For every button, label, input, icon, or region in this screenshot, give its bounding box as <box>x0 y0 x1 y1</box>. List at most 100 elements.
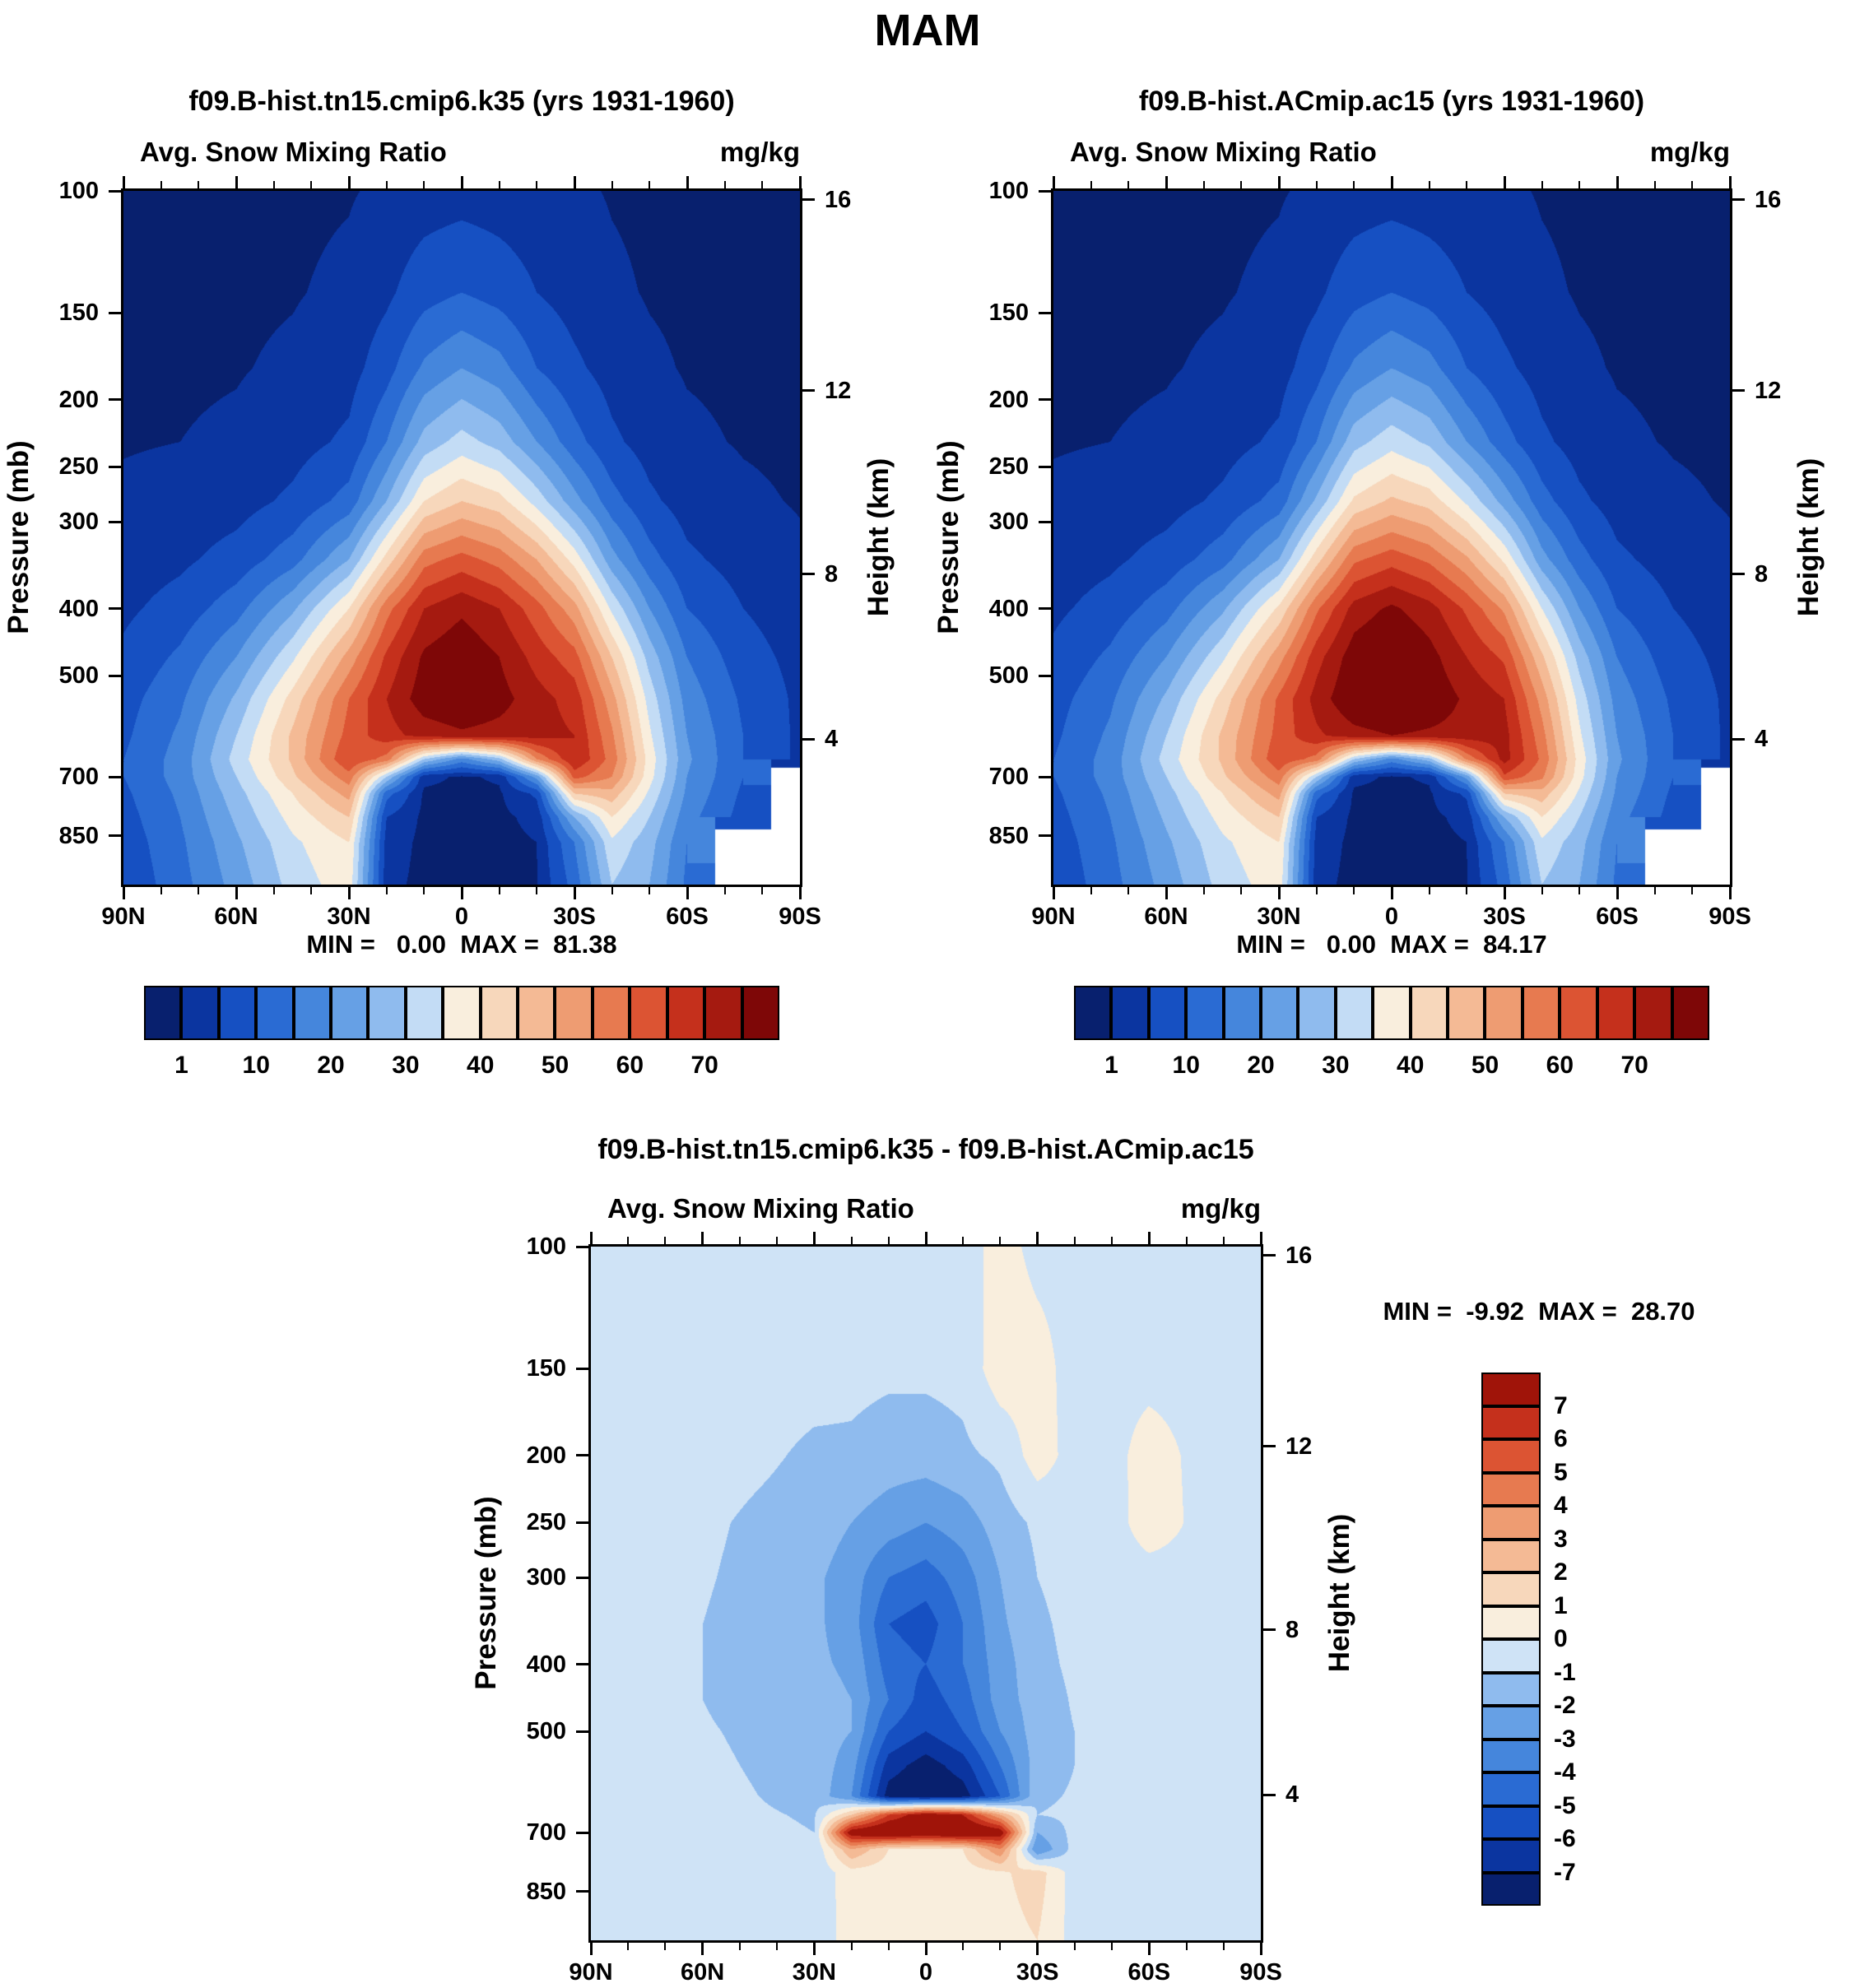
lat-tick-top <box>460 176 463 188</box>
colorbar-cell <box>1481 1572 1541 1606</box>
lat-minor-tick <box>1691 887 1694 894</box>
colorbar-tick-label: 40 <box>467 1052 495 1079</box>
contour-canvas-left <box>123 191 800 885</box>
height-tick-label: 12 <box>1285 1433 1313 1460</box>
pressure-tick-label: 100 <box>988 178 1029 204</box>
colorbar-cell <box>1522 986 1560 1040</box>
lat-minor-tick <box>887 1943 890 1950</box>
lat-tick-label: 0 <box>918 1959 933 1986</box>
lat-tick-top <box>686 176 689 188</box>
lat-tick-top <box>1503 176 1506 188</box>
colorbar-cell <box>1481 1839 1541 1873</box>
lat-tick <box>812 1943 816 1955</box>
lat-tick <box>1390 887 1393 899</box>
minmax-label-right: MIN = 0.00 MAX = 84.17 <box>1236 930 1547 959</box>
pressure-tick <box>1039 311 1051 314</box>
pressure-tick <box>576 1730 588 1733</box>
colorbar-tick-label: 10 <box>1172 1052 1200 1079</box>
lat-tick <box>1277 887 1281 899</box>
pressure-tick-label: 850 <box>988 822 1029 849</box>
colorbar-cell <box>1481 1506 1541 1540</box>
colorbar-tick-label: 10 <box>242 1052 270 1079</box>
colorbar-cell <box>1410 986 1448 1040</box>
pressure-tick-label: 300 <box>58 509 99 536</box>
colorbar-cell <box>368 986 406 1040</box>
lat-tick-label: 60S <box>1127 1959 1171 1986</box>
lat-minor-tick <box>1653 181 1656 188</box>
pressure-tick-label: 150 <box>526 1355 566 1382</box>
pressure-tick <box>1039 398 1051 402</box>
pressure-tick-label: 400 <box>58 595 99 622</box>
lat-minor-tick <box>536 181 538 188</box>
lat-tick <box>460 887 463 899</box>
lat-tick-label: 30S <box>1016 1959 1059 1986</box>
height-axis-label: Height (km) <box>1323 1513 1355 1673</box>
colorbar-cell <box>405 986 444 1040</box>
contour-canvas-right <box>1053 191 1730 885</box>
colorbar-cell <box>1560 986 1597 1040</box>
lat-minor-tick <box>664 1237 667 1244</box>
lat-minor-tick <box>999 1943 1002 1950</box>
lat-tick-top <box>1036 1232 1039 1244</box>
colorbar-tick-label: 20 <box>317 1052 345 1079</box>
lat-minor-tick <box>1111 1237 1113 1244</box>
lat-minor-tick <box>385 887 388 894</box>
colorbar-cell <box>331 986 369 1040</box>
height-tick-label: 8 <box>1755 560 1769 588</box>
lat-minor-tick <box>1353 181 1355 188</box>
colorbar-cell <box>555 986 593 1040</box>
pressure-tick <box>109 775 121 778</box>
lat-tick-top <box>1728 176 1732 188</box>
colorbar-cell <box>742 986 779 1040</box>
lat-tick-top <box>235 176 238 188</box>
lat-minor-tick <box>649 887 651 894</box>
lat-tick-label: 60N <box>681 1959 725 1986</box>
lat-minor-tick <box>1466 181 1468 188</box>
pressure-tick-label: 250 <box>58 453 99 481</box>
height-tick <box>1263 1445 1276 1448</box>
colorbar-cell <box>1481 1373 1541 1406</box>
colorbar-cell <box>1481 1405 1541 1439</box>
colorbar-tick-label: 50 <box>1471 1052 1499 1079</box>
lat-minor-tick <box>627 1943 630 1950</box>
colorbar-tick-label: 0 <box>1554 1625 1568 1652</box>
colorbar-cell <box>1111 986 1149 1040</box>
colorbar-tick-label: 1 <box>174 1052 188 1079</box>
pressure-tick-label: 200 <box>58 386 99 413</box>
units-label: mg/kg <box>1649 137 1730 167</box>
pressure-tick <box>109 674 121 677</box>
colorbar-cell <box>1298 986 1336 1040</box>
height-tick <box>802 737 815 741</box>
colorbar-cell <box>218 986 257 1040</box>
lat-minor-tick <box>198 181 200 188</box>
page-title: MAM <box>874 6 981 55</box>
lat-minor-tick <box>611 181 613 188</box>
pressure-tick-label: 850 <box>58 822 99 849</box>
lat-minor-tick <box>649 181 651 188</box>
colorbar-diff: 7 6 5 4 3 2 1 0 -1 -2 -3 -4 -5 -6 -7 <box>1481 1373 1576 1906</box>
lat-minor-tick <box>664 1943 667 1950</box>
pressure-tick-label: 100 <box>526 1233 566 1260</box>
lat-minor-tick <box>1185 1237 1188 1244</box>
pressure-tick-label: 500 <box>58 662 99 690</box>
pressure-tick <box>1039 834 1051 837</box>
pressure-tick <box>576 1890 588 1893</box>
colorbar-tick-label: -5 <box>1554 1791 1576 1819</box>
colorbar-cell <box>1223 986 1262 1040</box>
lat-tick-label: 30N <box>327 903 371 930</box>
lat-minor-tick <box>310 181 313 188</box>
colorbar-cell <box>293 986 332 1040</box>
pressure-tick-label: 200 <box>988 386 1029 413</box>
lat-tick <box>701 1943 704 1955</box>
colorbar-tick-label: -6 <box>1554 1825 1576 1852</box>
pressure-tick <box>109 311 121 314</box>
lat-tick-top <box>1277 176 1281 188</box>
pressure-tick-label: 700 <box>988 764 1029 791</box>
lat-minor-tick <box>1090 887 1092 894</box>
lat-tick <box>347 887 351 899</box>
lat-minor-tick <box>1185 1943 1188 1950</box>
colorbar-tick-label: 6 <box>1554 1425 1568 1452</box>
height-tick-label: 16 <box>1755 186 1782 213</box>
colorbar-right: 1 10 20 30 40 50 60 70 <box>1074 986 1709 1079</box>
height-tick <box>802 389 815 392</box>
